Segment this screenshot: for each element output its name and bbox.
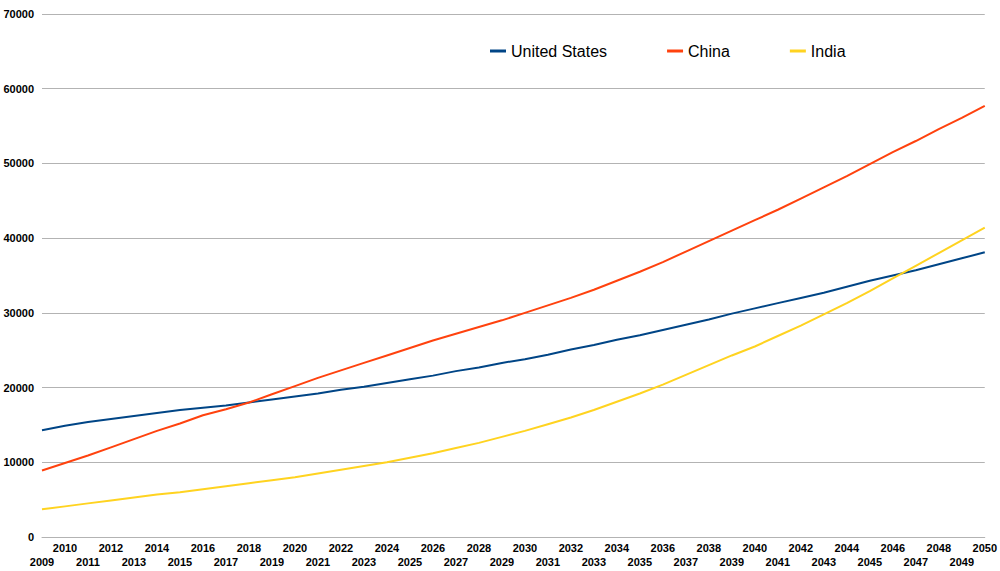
- svg-text:60000: 60000: [3, 83, 34, 95]
- svg-text:50000: 50000: [3, 157, 34, 169]
- svg-text:2047: 2047: [904, 556, 928, 568]
- svg-text:2029: 2029: [490, 556, 514, 568]
- svg-text:2040: 2040: [743, 542, 767, 554]
- svg-text:2045: 2045: [858, 556, 882, 568]
- svg-text:2042: 2042: [789, 542, 813, 554]
- svg-text:2031: 2031: [536, 556, 560, 568]
- svg-text:2027: 2027: [444, 556, 468, 568]
- svg-text:2023: 2023: [352, 556, 376, 568]
- svg-text:2016: 2016: [191, 542, 215, 554]
- svg-text:2009: 2009: [30, 556, 54, 568]
- svg-text:10000: 10000: [3, 456, 34, 468]
- svg-text:2043: 2043: [812, 556, 836, 568]
- svg-text:2048: 2048: [927, 542, 951, 554]
- svg-text:2035: 2035: [628, 556, 652, 568]
- svg-text:2039: 2039: [720, 556, 744, 568]
- svg-text:20000: 20000: [3, 382, 34, 394]
- svg-text:2026: 2026: [421, 542, 445, 554]
- svg-text:China: China: [688, 43, 730, 60]
- svg-text:2021: 2021: [306, 556, 330, 568]
- svg-text:2018: 2018: [237, 542, 261, 554]
- svg-text:2033: 2033: [582, 556, 606, 568]
- svg-text:2041: 2041: [766, 556, 790, 568]
- svg-text:2015: 2015: [168, 556, 192, 568]
- svg-text:2050: 2050: [973, 542, 997, 554]
- svg-text:2025: 2025: [398, 556, 422, 568]
- svg-text:2017: 2017: [214, 556, 238, 568]
- svg-text:2032: 2032: [559, 542, 583, 554]
- svg-text:2028: 2028: [467, 542, 491, 554]
- svg-text:2030: 2030: [513, 542, 537, 554]
- svg-text:2024: 2024: [375, 542, 400, 554]
- svg-text:India: India: [811, 43, 846, 60]
- svg-text:2037: 2037: [674, 556, 698, 568]
- svg-text:United States: United States: [511, 43, 607, 60]
- svg-text:2012: 2012: [99, 542, 123, 554]
- svg-text:0: 0: [28, 531, 34, 543]
- svg-text:2010: 2010: [53, 542, 77, 554]
- svg-text:2038: 2038: [697, 542, 721, 554]
- svg-text:2013: 2013: [122, 556, 146, 568]
- svg-text:2049: 2049: [950, 556, 974, 568]
- svg-text:2036: 2036: [651, 542, 675, 554]
- svg-text:2022: 2022: [329, 542, 353, 554]
- svg-text:2034: 2034: [605, 542, 630, 554]
- svg-text:40000: 40000: [3, 232, 34, 244]
- svg-text:2014: 2014: [145, 542, 170, 554]
- svg-text:2011: 2011: [76, 556, 100, 568]
- svg-text:70000: 70000: [3, 8, 34, 20]
- svg-text:2019: 2019: [260, 556, 284, 568]
- svg-text:2020: 2020: [283, 542, 307, 554]
- svg-text:2044: 2044: [835, 542, 860, 554]
- svg-text:30000: 30000: [3, 307, 34, 319]
- svg-text:2046: 2046: [881, 542, 905, 554]
